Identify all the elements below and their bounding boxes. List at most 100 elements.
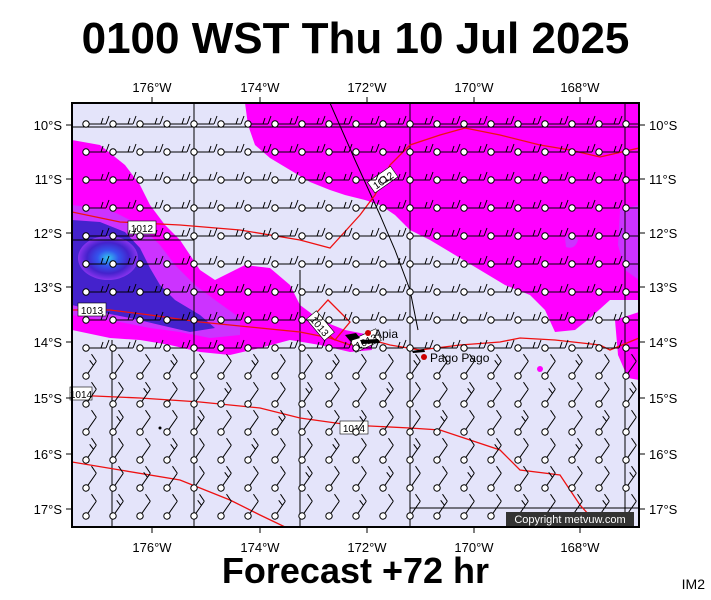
wind-barb	[109, 311, 137, 324]
wind-barb	[136, 283, 164, 296]
wind-barb	[190, 465, 205, 492]
wind-barb	[379, 353, 394, 380]
wind-barb	[595, 199, 623, 212]
wind-barb	[460, 227, 488, 240]
wind-barb	[487, 283, 515, 296]
wind-barb	[352, 465, 367, 492]
wind-barb	[136, 339, 164, 352]
wind-barb	[595, 255, 623, 268]
wind-barb	[379, 437, 394, 464]
wind-barb	[82, 339, 110, 352]
island-tutuila	[412, 349, 425, 353]
wind-barb	[622, 120, 639, 128]
wind-barb	[82, 465, 97, 492]
wind-barb	[622, 381, 637, 408]
wind-barb	[82, 409, 97, 436]
wind-barb	[568, 283, 596, 296]
wind-barb	[271, 465, 286, 492]
wind-barb	[568, 115, 596, 128]
wind-barb	[82, 227, 110, 240]
wind-barb	[244, 493, 259, 520]
wind-barb	[82, 311, 110, 324]
wind-barb	[433, 311, 461, 324]
wind-barb	[433, 143, 461, 156]
wind-barb	[325, 437, 340, 464]
wind-barb	[217, 227, 245, 240]
wind-barb	[136, 171, 164, 184]
svg-text:1013: 1013	[81, 306, 104, 317]
wind-barb	[325, 353, 340, 380]
wind-barb	[514, 171, 542, 184]
wind-barb	[163, 311, 191, 324]
wind-barb	[622, 465, 637, 492]
wind-barb	[217, 283, 245, 296]
wind-barb	[433, 171, 461, 184]
wind-barb	[217, 353, 232, 380]
wind-barb	[433, 227, 461, 240]
wind-barb	[109, 115, 137, 128]
wind-barb	[190, 339, 218, 352]
wind-barb	[217, 339, 245, 352]
wind-barb	[163, 353, 178, 380]
wind-barb	[325, 283, 353, 296]
wind-barb	[298, 311, 326, 324]
wind-barb	[406, 283, 434, 296]
wind-barb	[190, 409, 205, 436]
wind-barb	[622, 260, 639, 268]
wind-barb	[379, 171, 407, 184]
place-markers: Apia Pago Pago	[365, 327, 490, 365]
lat-label-left: 10°S	[34, 118, 63, 133]
wind-barb	[352, 353, 367, 380]
wind-barb	[406, 353, 421, 380]
wind-barb	[514, 409, 529, 436]
wind-barb	[325, 339, 353, 352]
wind-barb	[217, 493, 232, 520]
wind-barb	[109, 283, 137, 296]
wind-barb	[82, 255, 110, 268]
wind-barb	[298, 255, 326, 268]
wind-barb	[109, 381, 124, 408]
wind-barb	[190, 283, 218, 296]
wind-barb	[379, 283, 407, 296]
wind-barb	[433, 339, 461, 352]
wind-barb	[514, 115, 542, 128]
wind-barb	[298, 493, 313, 520]
wind-barb	[352, 381, 367, 408]
lat-label-left: 15°S	[34, 391, 63, 406]
wind-barb	[271, 255, 299, 268]
wind-barb	[136, 143, 164, 156]
wind-barb	[271, 283, 299, 296]
wind-barb	[352, 255, 380, 268]
wind-barb	[595, 143, 623, 156]
wind-barb	[298, 339, 326, 352]
wind-barb	[406, 171, 434, 184]
wind-barb	[541, 143, 569, 156]
wind-barb	[514, 199, 542, 212]
wind-barb	[568, 311, 596, 324]
wind-barb	[460, 283, 488, 296]
wind-barb	[271, 171, 299, 184]
wind-barb	[298, 199, 326, 212]
wind-barb	[487, 255, 515, 268]
wind-barb	[136, 353, 151, 380]
lat-label-right: 14°S	[649, 335, 678, 350]
wind-barb	[433, 283, 461, 296]
wind-barb	[109, 171, 137, 184]
wind-barb	[244, 437, 259, 464]
wind-barb	[595, 115, 623, 128]
wind-barb	[487, 437, 502, 464]
wind-barb	[514, 381, 529, 408]
wind-barb	[568, 339, 596, 352]
wind-barb	[298, 381, 313, 408]
wind-barb	[514, 339, 542, 352]
wind-barb	[82, 381, 97, 408]
wind-barb	[379, 227, 407, 240]
wind-barb	[622, 232, 639, 240]
wind-barb	[595, 465, 610, 492]
wind-barb	[325, 199, 353, 212]
lon-label-top: 176°W	[132, 80, 172, 95]
image-tag: IM2	[681, 576, 705, 592]
wind-barb	[352, 115, 380, 128]
wind-barb	[190, 171, 218, 184]
wind-barbs	[82, 115, 639, 520]
